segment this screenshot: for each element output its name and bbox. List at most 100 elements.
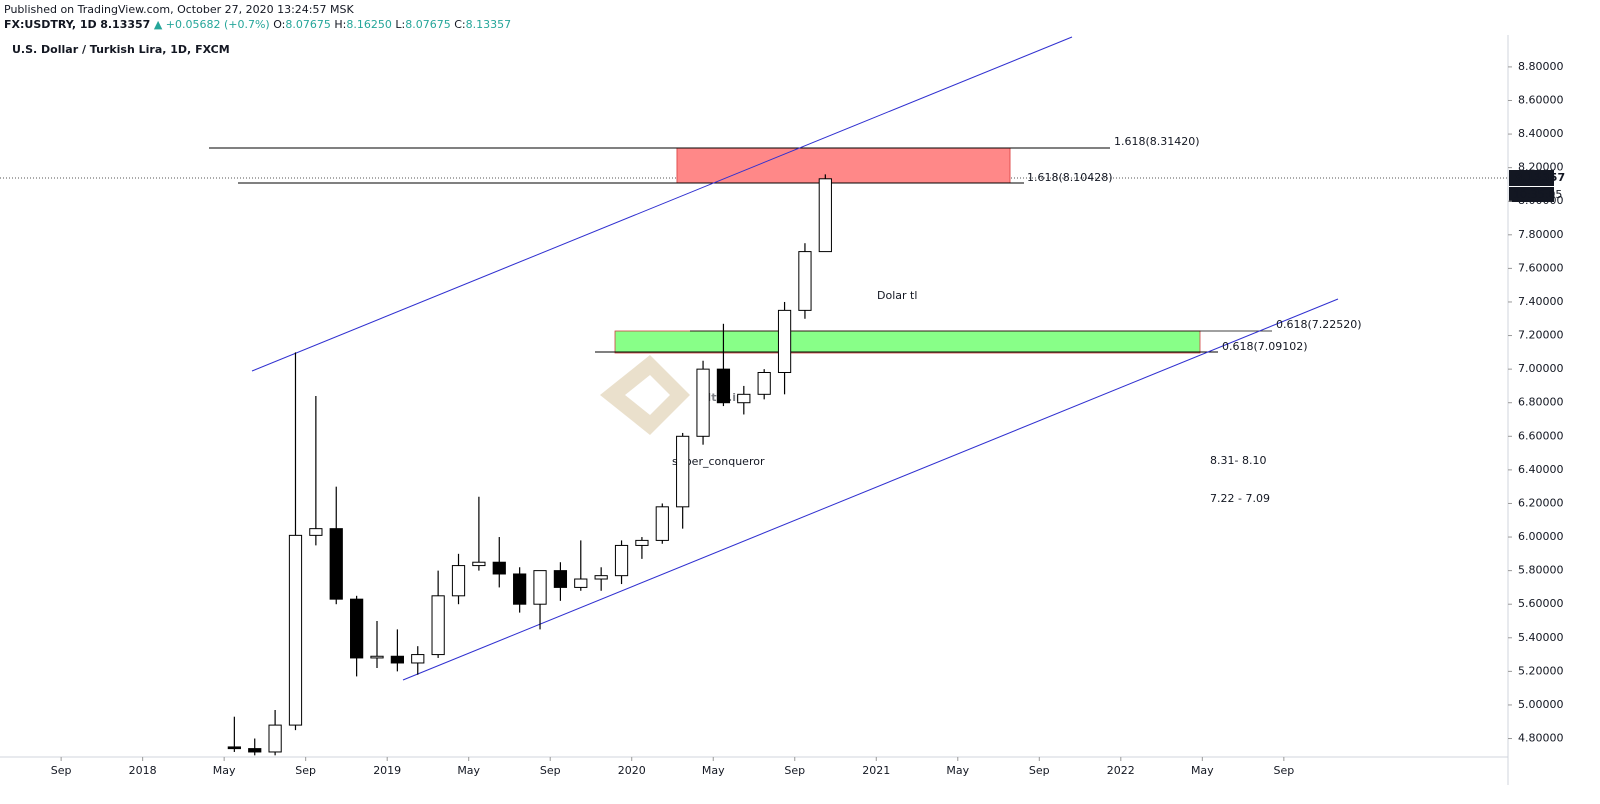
- candle-body: [390, 655, 404, 664]
- y-tick-label: 7.20000: [1518, 329, 1564, 342]
- candle-body: [451, 565, 466, 597]
- resistance-zone: [676, 147, 1011, 184]
- x-tick-label: May: [946, 764, 969, 777]
- y-tick-label: 6.60000: [1518, 429, 1564, 442]
- o-value: 8.07675: [285, 18, 331, 31]
- x-tick-label: Sep: [784, 764, 805, 777]
- o-label: O:: [273, 18, 285, 31]
- x-tick-label: 2020: [618, 764, 646, 777]
- candle-body: [594, 575, 608, 580]
- candle-body: [472, 561, 486, 567]
- l-value: 8.07675: [405, 18, 451, 31]
- author: super_conqueror: [672, 455, 765, 468]
- fib-label: 1.618(8.31420): [1114, 135, 1200, 148]
- symbol-line: FX:USDTRY, 1D 8.13357 ▲ +0.05682 (+0.7%)…: [4, 18, 511, 31]
- candle-body: [716, 368, 731, 404]
- change: ▲ +0.05682 (+0.7%): [154, 18, 270, 31]
- x-tick-label: 2021: [862, 764, 890, 777]
- candle-body: [533, 570, 547, 605]
- support-zone: [614, 330, 1201, 354]
- x-tick-label: Sep: [1273, 764, 1294, 777]
- last-price: 8.13357: [1515, 171, 1565, 184]
- y-tick-label: 5.00000: [1518, 698, 1564, 711]
- y-tick-label: 5.60000: [1518, 597, 1564, 610]
- candle-body: [676, 435, 690, 508]
- x-tick-label: 2018: [129, 764, 157, 777]
- candle-body: [329, 528, 343, 600]
- candle-body: [411, 654, 425, 664]
- c-value: 8.13357: [466, 18, 512, 31]
- candle-body: [635, 539, 649, 546]
- candle-body: [248, 748, 262, 753]
- x-tick-label: Sep: [295, 764, 316, 777]
- x-tick-label: 2019: [373, 764, 401, 777]
- channel-upper: [251, 36, 1073, 372]
- y-tick-label: 4.80000: [1518, 732, 1564, 745]
- candle-body: [655, 506, 669, 541]
- countdown: 10:35:05: [1513, 188, 1562, 201]
- y-tick-label: 7.60000: [1518, 261, 1564, 274]
- y-tick-label: 8.40000: [1518, 127, 1564, 140]
- y-tick-label: 5.20000: [1518, 664, 1564, 677]
- y-tick-label: 7.80000: [1518, 228, 1564, 241]
- h-value: 8.16250: [346, 18, 392, 31]
- y-tick-label: 7.00000: [1518, 362, 1564, 375]
- candle-body: [737, 393, 751, 404]
- y-tick-label: 6.40000: [1518, 463, 1564, 476]
- watermark: altin.in: [600, 355, 744, 435]
- y-tick-label: 7.40000: [1518, 295, 1564, 308]
- candle-body: [614, 544, 629, 577]
- x-tick-label: 2022: [1107, 764, 1135, 777]
- price: 8.13357: [100, 18, 150, 31]
- range-note: 8.31- 8.10: [1210, 454, 1266, 467]
- x-tick-label: Sep: [1029, 764, 1050, 777]
- candle-body: [227, 746, 241, 750]
- last-price-box: [1509, 170, 1554, 186]
- chart-title: U.S. Dollar / Turkish Lira, 1D, FXCM: [12, 43, 230, 56]
- y-tick-label: 6.20000: [1518, 496, 1564, 509]
- candle-body: [309, 528, 323, 536]
- candle-body: [268, 724, 282, 753]
- x-tick-label: May: [457, 764, 480, 777]
- x-tick-label: May: [702, 764, 725, 777]
- y-tick-label: 5.80000: [1518, 564, 1564, 577]
- watermark-logo-inner: [625, 375, 670, 415]
- candle-body: [350, 598, 364, 659]
- x-tick-label: Sep: [51, 764, 72, 777]
- y-tick-label: 6.80000: [1518, 396, 1564, 409]
- candle-body: [288, 534, 303, 726]
- candle-body: [431, 595, 445, 656]
- candle-body: [574, 578, 588, 588]
- candle-body: [370, 655, 384, 659]
- fib-label: 0.618(7.22520): [1276, 318, 1362, 331]
- candle-body: [696, 368, 710, 437]
- candle-body: [757, 371, 771, 395]
- range-note: 7.22 - 7.09: [1210, 492, 1270, 505]
- symbol: FX:USDTRY, 1D: [4, 18, 97, 31]
- channel-lower: [402, 298, 1339, 681]
- candle-body: [492, 561, 506, 575]
- note: Dolar tl: [877, 289, 917, 302]
- fib-label: 1.618(8.10428): [1027, 171, 1113, 184]
- h-label: H:: [334, 18, 346, 31]
- candle-body: [553, 570, 568, 588]
- candle-body: [777, 309, 792, 373]
- published-note: Published on TradingView.com, October 27…: [4, 3, 354, 16]
- candle-body: [818, 178, 832, 253]
- l-label: L:: [395, 18, 405, 31]
- y-tick-label: 8.80000: [1518, 60, 1564, 73]
- x-tick-label: May: [1191, 764, 1214, 777]
- x-tick-label: Sep: [540, 764, 561, 777]
- c-label: C:: [454, 18, 465, 31]
- y-tick-label: 6.00000: [1518, 530, 1564, 543]
- plot: 4.80000 5.00000 5.20000 5.40000 5.60000 5.800…: [51, 60, 1564, 777]
- fib-label: 0.618(7.09102): [1222, 340, 1308, 353]
- x-tick-label: May: [213, 764, 236, 777]
- y-tick-label: 8.60000: [1518, 93, 1564, 106]
- countdown-box: [1509, 187, 1554, 202]
- y-tick-label: 5.40000: [1518, 631, 1564, 644]
- candle-body: [798, 251, 812, 311]
- candle-body: [513, 573, 527, 605]
